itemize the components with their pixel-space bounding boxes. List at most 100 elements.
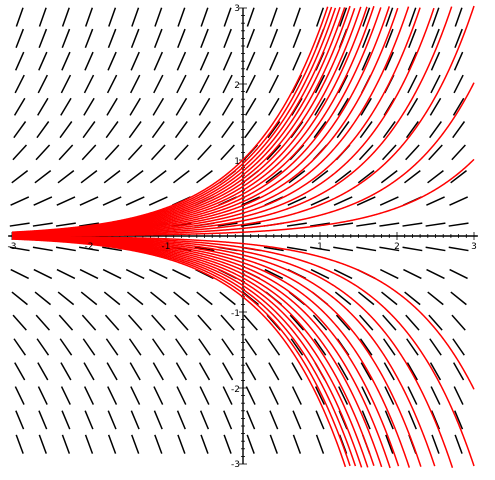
- slope-segment-13-1: [35, 314, 51, 331]
- slope-segment-1-6: [153, 28, 163, 48]
- slope-segment-5-0: [13, 121, 27, 139]
- slope-segment-18-19: [454, 434, 463, 454]
- slope-segment-18-2: [61, 434, 71, 454]
- slope-segment-2-11: [269, 51, 279, 71]
- slope-segment-15-5: [129, 362, 141, 381]
- slope-segment-6-17: [405, 144, 420, 161]
- slope-segment-10-7: [171, 246, 192, 252]
- slope-segment-2-14: [338, 51, 348, 71]
- slope-segment-5-2: [59, 121, 73, 139]
- slope-segment-7-1: [34, 170, 52, 184]
- slope-segment-1-4: [107, 28, 117, 48]
- slope-segment-4-5: [129, 97, 141, 116]
- slope-segment-7-8: [196, 170, 213, 184]
- slope-segment-6-6: [150, 144, 166, 161]
- slope-segment-9-18: [425, 222, 446, 227]
- slope-segment-4-19: [452, 97, 465, 116]
- slope-segment-0-8: [200, 7, 209, 27]
- slope-segment-6-5: [127, 144, 143, 161]
- slope-segment-2-16: [384, 51, 395, 71]
- slope-segment-2-17: [407, 51, 418, 71]
- slope-segment-13-10: [243, 314, 258, 331]
- slope-segment-16-16: [384, 386, 395, 405]
- slope-segment-4-8: [198, 97, 211, 116]
- slope-segment-12-19: [450, 291, 467, 306]
- slope-segment-18-0: [15, 434, 24, 454]
- slope-segment-8-1: [33, 196, 53, 206]
- slope-segment-14-12: [290, 338, 304, 356]
- slope-segment-10-18: [425, 246, 446, 252]
- solution-curve-29: [11, 237, 375, 467]
- slope-segment-8-2: [56, 196, 76, 206]
- slope-segment-0-15: [362, 7, 371, 27]
- slope-segment-9-16: [379, 222, 400, 227]
- slope-segment-2-12: [292, 51, 302, 71]
- slope-segment-4-4: [106, 97, 118, 116]
- slope-segment-4-16: [383, 97, 396, 116]
- slope-segment-5-4: [105, 121, 119, 139]
- slope-segment-2-15: [361, 51, 371, 71]
- slope-segment-7-13: [311, 170, 329, 184]
- slope-segment-15-4: [106, 362, 118, 381]
- slope-segment-4-15: [360, 97, 372, 116]
- slope-segment-3-12: [291, 74, 303, 94]
- slope-segment-14-7: [175, 338, 188, 356]
- slope-segment-4-14: [337, 97, 349, 116]
- slope-segment-13-14: [335, 314, 351, 331]
- slope-segment-14-11: [267, 338, 281, 356]
- slope-segment-9-9: [217, 222, 238, 227]
- slope-segment-10-17: [402, 246, 423, 252]
- slope-segment-0-16: [385, 7, 394, 27]
- slope-segment-7-5: [126, 170, 144, 184]
- slope-segment-5-11: [267, 121, 281, 139]
- slope-segment-16-7: [176, 386, 187, 405]
- slope-segment-17-0: [15, 410, 25, 430]
- slope-segment-7-0: [11, 170, 29, 184]
- solution-curve-16: [11, 7, 341, 234]
- slope-segment-1-9: [223, 28, 232, 48]
- slope-segment-5-7: [174, 121, 188, 139]
- slope-segment-16-4: [107, 386, 118, 405]
- slope-segment-6-0: [12, 144, 28, 161]
- slope-segment-17-4: [107, 410, 117, 430]
- slope-segment-1-7: [177, 28, 186, 48]
- slope-segment-3-4: [106, 74, 118, 94]
- slope-segment-8-6: [148, 196, 168, 206]
- slope-segment-11-18: [426, 268, 445, 280]
- tick-labels: -3 -2 -1 1 2 3 3 2 1 -1 -2 -3: [8, 4, 477, 470]
- slope-segment-6-3: [81, 144, 97, 161]
- slope-segment-10-8: [194, 246, 215, 252]
- slope-segment-7-4: [103, 170, 121, 184]
- slope-segment-8-15: [356, 196, 376, 206]
- y-tick-label-3: -1: [231, 309, 240, 319]
- slope-segment-17-16: [384, 410, 394, 430]
- slope-segment-12-2: [57, 291, 75, 306]
- slope-segment-6-1: [35, 144, 51, 161]
- slope-segment-12-5: [126, 291, 144, 306]
- slope-segment-16-14: [338, 386, 349, 405]
- slope-segment-0-14: [339, 7, 348, 27]
- slope-segment-4-3: [83, 97, 95, 116]
- slope-segment-1-0: [15, 28, 25, 48]
- slope-segment-1-18: [431, 28, 440, 48]
- slope-segment-17-1: [38, 410, 48, 430]
- slope-segment-3-6: [153, 74, 164, 94]
- slope-segment-1-5: [130, 28, 140, 48]
- slope-segment-5-9: [221, 121, 235, 139]
- slope-segment-3-10: [245, 74, 256, 94]
- slope-segment-15-7: [175, 362, 188, 381]
- slope-segment-15-3: [83, 362, 95, 381]
- slope-segment-4-2: [60, 97, 72, 116]
- slope-segment-6-8: [197, 144, 212, 161]
- slope-segment-3-18: [430, 74, 441, 94]
- slope-segment-7-19: [450, 170, 467, 184]
- slope-segment-18-1: [38, 434, 47, 454]
- slope-segment-14-3: [82, 338, 96, 356]
- slope-segment-2-10: [245, 51, 256, 71]
- slope-segment-16-5: [130, 386, 141, 405]
- slope-segment-5-17: [405, 121, 419, 139]
- slope-segment-10-12: [286, 246, 307, 252]
- slope-segment-1-10: [246, 28, 256, 48]
- slope-segment-4-17: [406, 97, 419, 116]
